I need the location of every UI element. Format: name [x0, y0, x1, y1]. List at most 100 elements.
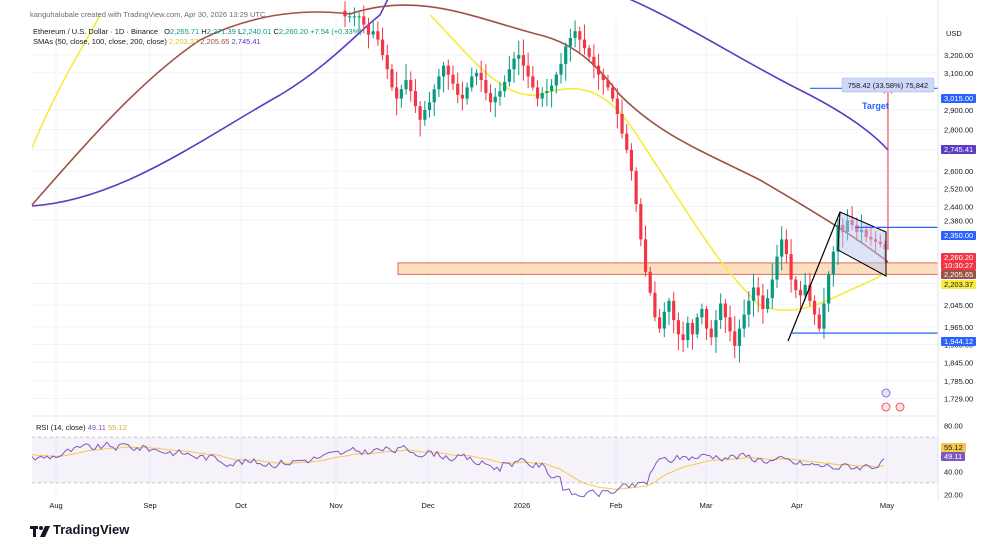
candle[interactable] [409, 80, 413, 92]
candle[interactable] [451, 74, 455, 84]
candle[interactable] [681, 334, 685, 341]
candle[interactable] [587, 48, 591, 57]
candle[interactable] [761, 295, 765, 310]
candle[interactable] [695, 317, 699, 335]
candle[interactable] [465, 87, 469, 99]
candle[interactable] [667, 300, 671, 312]
candle[interactable] [348, 16, 352, 18]
candle[interactable] [442, 65, 446, 77]
candle[interactable] [432, 89, 436, 103]
candle[interactable] [568, 37, 572, 47]
candle[interactable] [648, 271, 652, 293]
candle[interactable] [427, 102, 432, 111]
candle[interactable] [526, 65, 530, 77]
candle[interactable] [770, 279, 774, 299]
candle[interactable] [676, 320, 680, 335]
candle[interactable] [634, 170, 638, 205]
bull-flag-channel[interactable] [837, 211, 887, 277]
us-flag-event-icon-2[interactable] [895, 402, 905, 412]
candle[interactable] [366, 24, 371, 35]
candle[interactable] [357, 16, 361, 18]
candle[interactable] [620, 113, 624, 134]
candle[interactable] [615, 98, 619, 114]
candle[interactable] [714, 320, 718, 338]
candle[interactable] [535, 87, 540, 99]
sma-legend[interactable]: SMAs (50, close, 100, close, 200, close)… [33, 37, 261, 46]
candle[interactable] [413, 91, 418, 107]
candle[interactable] [704, 309, 709, 329]
candle[interactable] [582, 39, 587, 49]
candle[interactable] [808, 284, 812, 301]
candle[interactable] [798, 290, 803, 296]
candle[interactable] [831, 251, 835, 275]
candle[interactable] [550, 85, 554, 92]
candle[interactable] [733, 331, 737, 346]
rsi-legend[interactable]: RSI (14, close) 49.11 55.12 [36, 423, 127, 432]
candle[interactable] [742, 314, 746, 329]
candle[interactable] [709, 328, 713, 338]
candle[interactable] [592, 56, 596, 66]
candle[interactable] [559, 63, 563, 75]
candle[interactable] [376, 31, 380, 40]
candle[interactable] [658, 317, 662, 329]
candle[interactable] [606, 80, 610, 88]
candle[interactable] [484, 80, 488, 93]
us-flag-event-icon[interactable] [881, 402, 891, 412]
candle[interactable] [789, 254, 793, 280]
candle[interactable] [380, 39, 385, 56]
candle[interactable] [822, 303, 826, 329]
candle[interactable] [512, 58, 516, 70]
candle[interactable] [362, 16, 366, 25]
candle[interactable] [728, 317, 732, 332]
candle[interactable] [723, 303, 727, 318]
candle[interactable] [371, 31, 375, 35]
candle[interactable] [437, 76, 441, 90]
candle[interactable] [836, 224, 840, 252]
candle[interactable] [352, 16, 356, 18]
candle[interactable] [601, 74, 605, 81]
candle[interactable] [784, 239, 788, 255]
candle[interactable] [498, 91, 502, 97]
candle[interactable] [564, 46, 568, 64]
candle[interactable] [488, 92, 493, 103]
candle[interactable] [653, 292, 657, 318]
candle[interactable] [493, 96, 497, 103]
candle[interactable] [390, 69, 394, 88]
candle[interactable] [385, 55, 389, 70]
candle[interactable] [554, 74, 558, 86]
candle[interactable] [625, 133, 629, 150]
candle[interactable] [690, 322, 695, 335]
candle[interactable] [611, 87, 615, 99]
candle[interactable] [503, 81, 507, 92]
candle[interactable] [643, 239, 648, 272]
symbol-legend[interactable]: Ethereum / U.S. Dollar · 1D · Binance O2… [33, 27, 362, 36]
candle[interactable] [418, 106, 422, 120]
candle[interactable] [662, 311, 666, 329]
candle[interactable] [343, 10, 347, 17]
candle[interactable] [517, 55, 521, 59]
candle[interactable] [775, 256, 779, 280]
candle[interactable] [596, 65, 601, 75]
candle[interactable] [737, 328, 742, 346]
candle[interactable] [423, 110, 427, 120]
candle[interactable] [756, 287, 760, 296]
flag-pole-line[interactable] [787, 211, 841, 342]
candle[interactable] [578, 31, 582, 40]
rsi-pane[interactable] [31, 436, 938, 498]
lightning-event-icon[interactable] [881, 388, 891, 398]
candle[interactable] [672, 300, 676, 321]
candle[interactable] [766, 298, 770, 310]
candle[interactable] [780, 239, 784, 257]
candle[interactable] [639, 204, 643, 240]
candle[interactable] [573, 31, 577, 38]
candle[interactable] [521, 55, 526, 66]
candle[interactable] [686, 322, 690, 341]
candle[interactable] [474, 72, 479, 77]
candle[interactable] [629, 149, 634, 171]
candle[interactable] [817, 314, 821, 329]
drawing-layer[interactable]: 758.42 (33.58%) 75,842 Target [787, 77, 938, 412]
candle[interactable] [531, 76, 535, 88]
candle[interactable] [446, 65, 450, 75]
candle[interactable] [700, 309, 704, 318]
